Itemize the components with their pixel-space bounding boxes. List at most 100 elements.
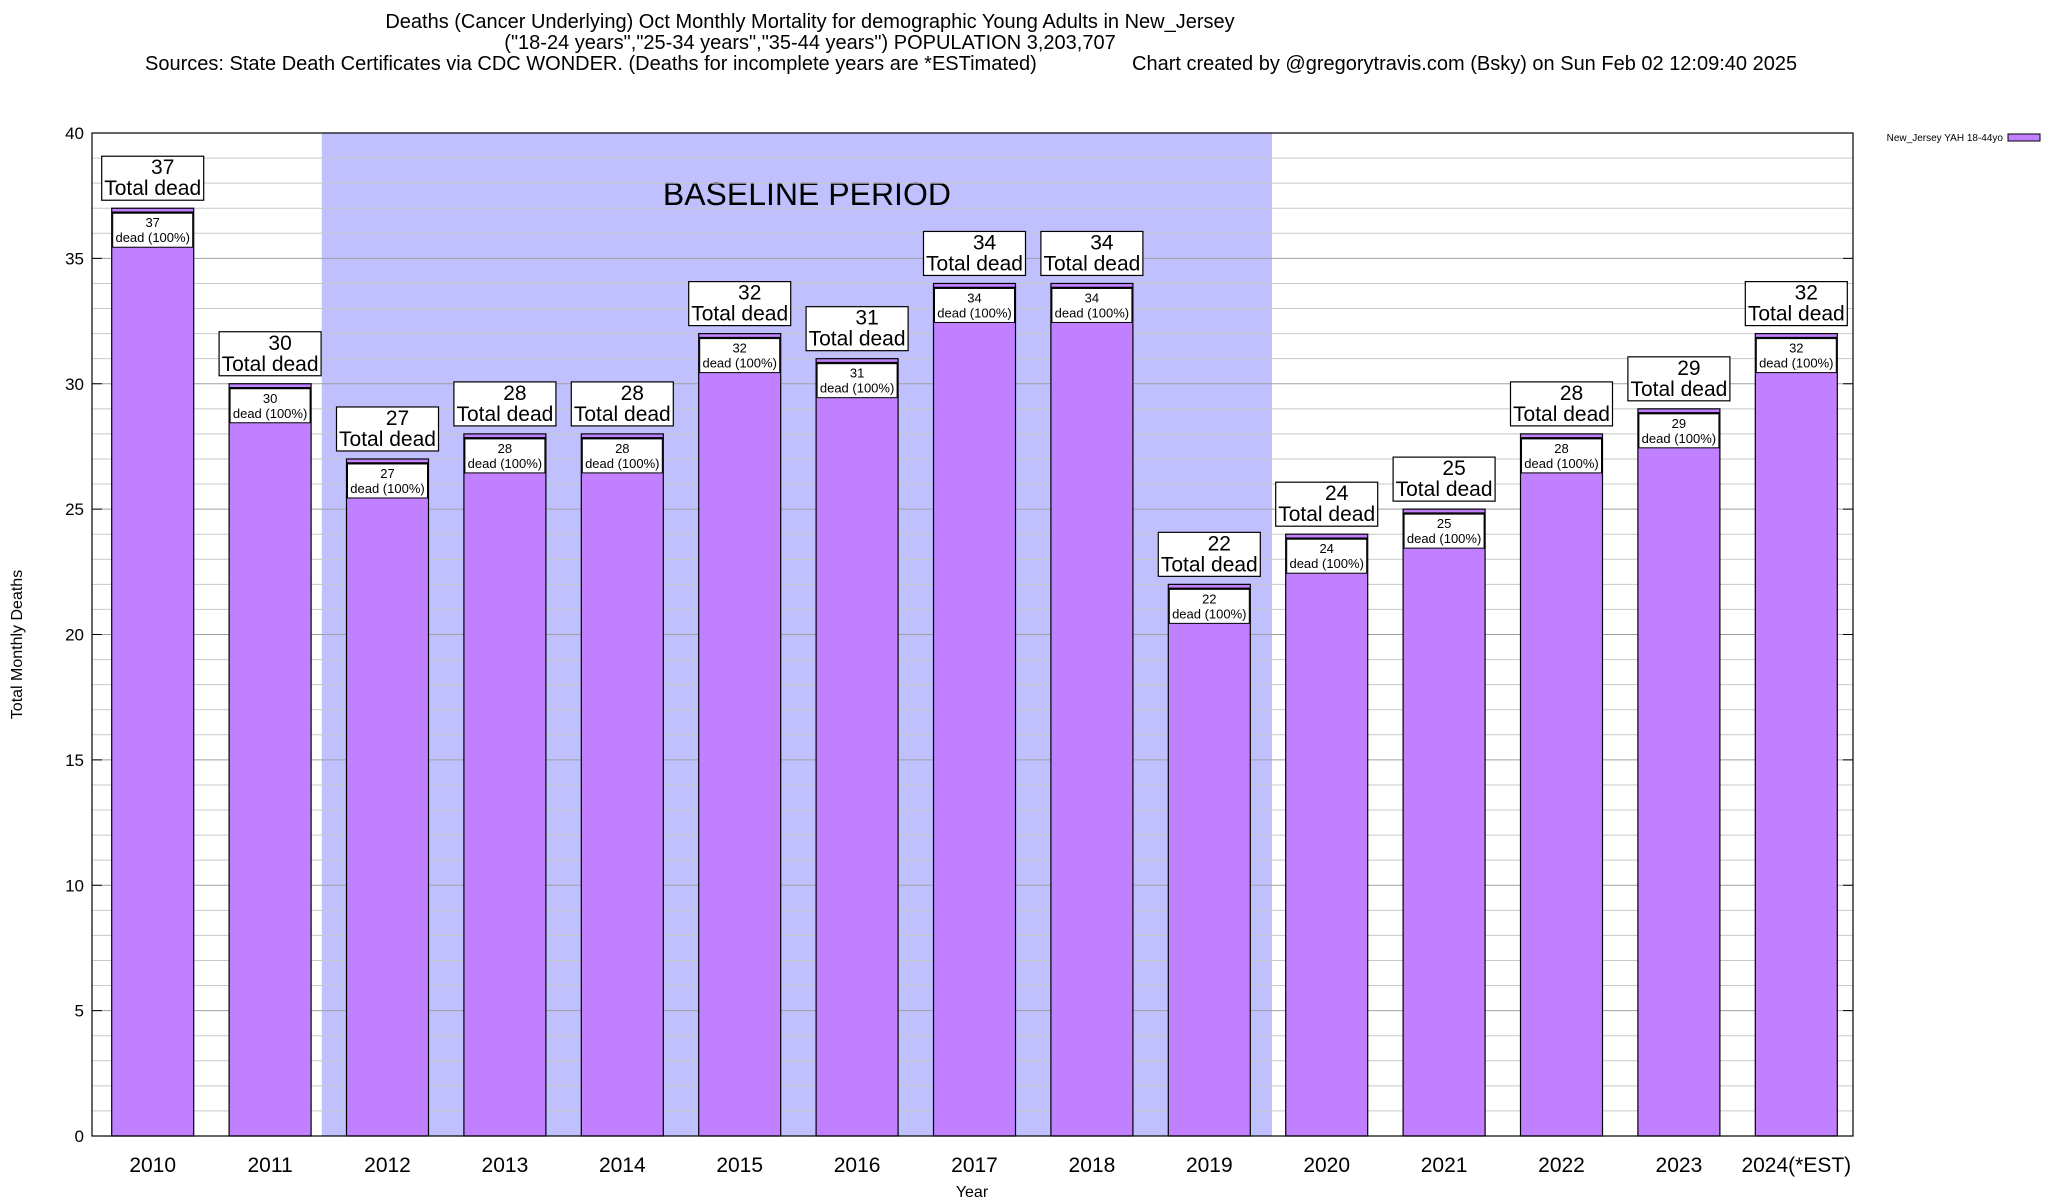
- bar-total-value: 32: [738, 282, 761, 305]
- y-tick-label: 25: [65, 500, 84, 519]
- bar-inner-value: 28: [1554, 441, 1568, 456]
- bar-total-text: Total dead: [1748, 303, 1845, 326]
- bar-inner-pct: dead (100%): [1172, 606, 1246, 621]
- bar: [698, 333, 782, 1137]
- bar-total-value: 34: [973, 231, 997, 254]
- bar-inner-label-box: [699, 338, 781, 374]
- bar-total-value: 31: [855, 307, 878, 330]
- y-tick-label: 30: [65, 375, 84, 394]
- bar-inner-value: 31: [850, 366, 864, 381]
- bar-total-value: 37: [151, 156, 174, 179]
- bar-inner-label-box: [347, 463, 428, 499]
- bar: [345, 458, 430, 1137]
- x-tick-label: 2017: [951, 1154, 998, 1177]
- bar-total-text: Total dead: [222, 353, 319, 376]
- x-axis-label: Year: [956, 1184, 989, 1200]
- baseline-label: BASELINE PERIOD: [663, 176, 951, 212]
- bar-inner-label-box: [1755, 338, 1837, 374]
- chart-subtitle: ("18-24 years","25-34 years","35-44 year…: [504, 32, 1116, 54]
- bar-inner-pct: dead (100%): [1524, 456, 1598, 471]
- bar-inner-pct: dead (100%): [350, 481, 424, 496]
- bar-inner-label-box: [1403, 513, 1485, 549]
- bar: [111, 207, 195, 1137]
- bar-total-value: 24: [1325, 482, 1349, 505]
- bar-inner-label-box: [816, 363, 898, 399]
- bar-total-label-box: [688, 281, 792, 327]
- bar-total-label-box: [1157, 531, 1261, 577]
- bar-total-text: Total dead: [1396, 478, 1493, 501]
- bar-inner-value: 27: [380, 466, 394, 481]
- x-tick-label: 2021: [1421, 1154, 1468, 1177]
- bar: [1050, 282, 1134, 1137]
- bar: [932, 282, 1017, 1137]
- bar-total-text: Total dead: [1043, 252, 1140, 275]
- bar-inner-pct: dead (100%): [820, 381, 894, 396]
- bar-inner-label-box: [229, 388, 311, 424]
- y-tick-label: 35: [65, 249, 84, 268]
- bar: [580, 433, 664, 1137]
- bar-inner-pct: dead (100%): [937, 305, 1011, 320]
- y-tick-label: 5: [75, 1002, 84, 1021]
- bar: [463, 433, 547, 1137]
- x-tick-label: 2015: [716, 1154, 763, 1177]
- bar-total-text: Total dead: [1630, 378, 1727, 401]
- bar-total-value: 25: [1442, 457, 1465, 480]
- bar-inner-pct: dead (100%): [1759, 356, 1833, 371]
- bar-inner-pct: dead (100%): [1289, 556, 1363, 571]
- x-tick-label: 2018: [1069, 1154, 1116, 1177]
- bar-inner-label-box: [112, 212, 194, 248]
- bar-total-text: Total dead: [691, 303, 788, 326]
- bar-total-text: Total dead: [104, 177, 201, 200]
- bar-total-value: 28: [621, 382, 644, 405]
- x-tick-label: 2023: [1656, 1154, 1703, 1177]
- bar-inner-value: 32: [1789, 341, 1803, 356]
- bar-total-text: Total dead: [339, 428, 436, 451]
- bar-total-value: 34: [1090, 231, 1114, 254]
- plot-frame: [91, 132, 1854, 1137]
- bar: [228, 383, 312, 1137]
- x-tick-label: 2014: [599, 1154, 646, 1177]
- bar: [1637, 408, 1721, 1137]
- x-tick-label: 2012: [364, 1154, 411, 1177]
- x-tick-label: 2016: [834, 1154, 881, 1177]
- y-tick-label: 0: [75, 1127, 84, 1146]
- bar-total-text: Total dead: [456, 403, 553, 426]
- bar-total-label-box: [218, 331, 322, 377]
- bar-inner-label-box: [1286, 538, 1368, 574]
- bar-total-value: 30: [268, 332, 291, 355]
- bar-total-label-box: [1744, 281, 1848, 327]
- bar-inner-value: 34: [1085, 290, 1099, 305]
- chart-title: Deaths (Cancer Underlying) Oct Monthly M…: [385, 11, 1235, 33]
- y-tick-label: 10: [65, 876, 84, 895]
- bar-total-value: 32: [1795, 282, 1818, 305]
- bar-total-label-box: [1040, 230, 1144, 277]
- bar-total-label-box: [1627, 356, 1731, 402]
- bar-inner-value: 25: [1437, 516, 1451, 531]
- bar: [1519, 433, 1604, 1137]
- bar-inner-label-box: [581, 438, 663, 474]
- bar-total-value: 28: [1560, 382, 1583, 405]
- bar-inner-pct: dead (100%): [702, 356, 776, 371]
- bar-total-value: 28: [503, 382, 526, 405]
- x-tick-label: 2019: [1186, 1154, 1233, 1177]
- bar-inner-value: 22: [1202, 591, 1216, 606]
- legend-swatch: [2007, 133, 2041, 142]
- bar-total-label-box: [570, 381, 674, 427]
- bar-inner-pct: dead (100%): [585, 456, 659, 471]
- bar-inner-value: 34: [967, 290, 981, 305]
- bar-total-label-box: [805, 306, 909, 352]
- bar-total-label-box: [922, 230, 1027, 277]
- y-tick-label: 20: [65, 626, 84, 645]
- x-tick-label: 2011: [248, 1154, 293, 1177]
- x-tick-label: 2020: [1303, 1154, 1350, 1177]
- y-tick-label: 15: [65, 751, 84, 770]
- x-tick-label: 2013: [482, 1154, 529, 1177]
- chart-sources: Sources: State Death Certificates via CD…: [145, 53, 1037, 75]
- x-tick-label: 2022: [1538, 1154, 1585, 1177]
- bar: [1754, 333, 1838, 1137]
- bar-total-label-box: [335, 406, 440, 452]
- bar-total-label-box: [1275, 481, 1379, 527]
- y-tick-label: 40: [65, 124, 84, 143]
- bar-inner-label-box: [464, 438, 546, 474]
- bar-total-text: Total dead: [926, 252, 1023, 275]
